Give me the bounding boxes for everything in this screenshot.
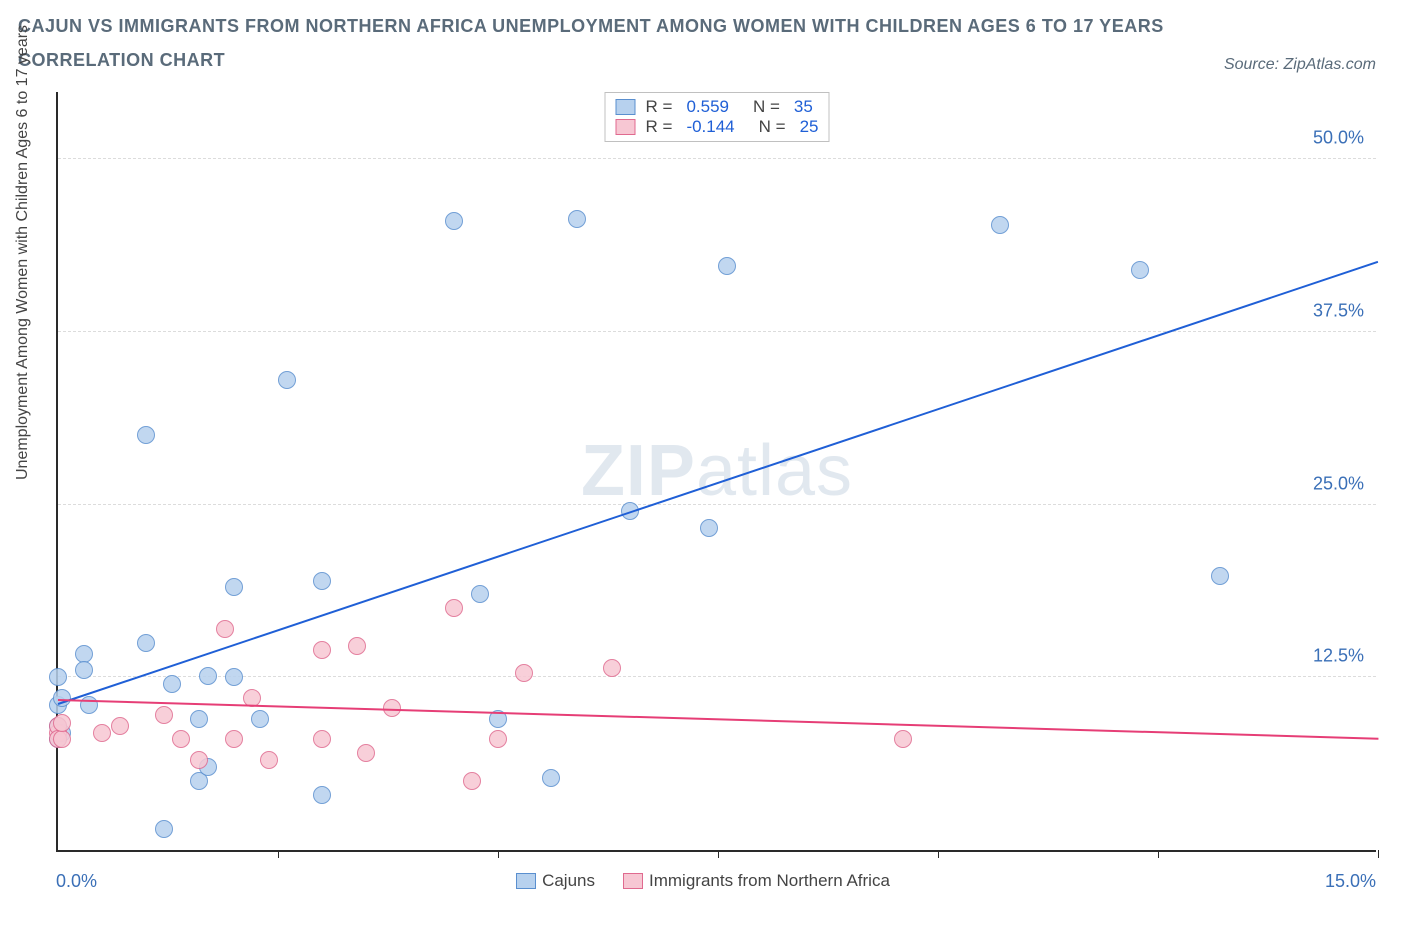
data-point	[216, 620, 234, 638]
stat-n-value: 25	[800, 117, 819, 137]
data-point	[225, 730, 243, 748]
data-point	[489, 730, 507, 748]
data-point	[1131, 261, 1149, 279]
data-point	[155, 820, 173, 838]
data-point	[172, 730, 190, 748]
data-point	[80, 696, 98, 714]
data-point	[75, 661, 93, 679]
source-attribution: Source: ZipAtlas.com	[1224, 56, 1376, 74]
chart-title-line2: CORRELATION CHART	[18, 50, 225, 71]
legend-label: Immigrants from Northern Africa	[649, 871, 890, 891]
data-point	[348, 637, 366, 655]
y-axis-label: Unemployment Among Women with Children A…	[14, 25, 32, 480]
data-point	[568, 210, 586, 228]
data-point	[53, 689, 71, 707]
x-tick	[278, 850, 279, 858]
data-point	[93, 724, 111, 742]
stat-n-label: N =	[753, 97, 780, 117]
data-point	[190, 751, 208, 769]
stat-r-label: R =	[646, 117, 673, 137]
stats-row: R = -0.144 N = 25	[616, 117, 819, 137]
series-swatch	[616, 119, 636, 135]
data-point	[313, 641, 331, 659]
stat-n-label: N =	[759, 117, 786, 137]
scatter-chart: ZIPatlas R = 0.559 N = 35 R = -0.144 N = 25 12.…	[56, 92, 1376, 852]
data-point	[155, 706, 173, 724]
trend-line	[58, 261, 1379, 705]
data-point	[471, 585, 489, 603]
data-point	[137, 634, 155, 652]
data-point	[53, 714, 71, 732]
data-point	[357, 744, 375, 762]
data-point	[199, 667, 217, 685]
data-point	[225, 668, 243, 686]
data-point	[260, 751, 278, 769]
data-point	[190, 710, 208, 728]
x-tick	[938, 850, 939, 858]
stat-r-value: -0.144	[686, 117, 734, 137]
series-swatch	[616, 99, 636, 115]
data-point	[991, 216, 1009, 234]
data-point	[278, 371, 296, 389]
gridline	[58, 504, 1376, 505]
data-point	[894, 730, 912, 748]
legend-label: Cajuns	[542, 871, 595, 891]
data-point	[718, 257, 736, 275]
legend: Cajuns Immigrants from Northern Africa	[0, 871, 1406, 894]
y-tick-label: 37.5%	[1313, 300, 1364, 321]
data-point	[542, 769, 560, 787]
data-point	[225, 578, 243, 596]
correlation-stats-box: R = 0.559 N = 35 R = -0.144 N = 25	[605, 92, 830, 142]
data-point	[700, 519, 718, 537]
data-point	[75, 645, 93, 663]
stat-n-value: 35	[794, 97, 813, 117]
y-tick-label: 50.0%	[1313, 128, 1364, 149]
gridline	[58, 676, 1376, 677]
data-point	[603, 659, 621, 677]
x-tick	[718, 850, 719, 858]
data-point	[53, 730, 71, 748]
data-point	[111, 717, 129, 735]
y-tick-label: 12.5%	[1313, 646, 1364, 667]
data-point	[445, 599, 463, 617]
data-point	[251, 710, 269, 728]
gridline	[58, 158, 1376, 159]
data-point	[445, 212, 463, 230]
legend-item: Immigrants from Northern Africa	[623, 871, 890, 891]
data-point	[313, 786, 331, 804]
data-point	[313, 572, 331, 590]
legend-swatch	[516, 873, 536, 889]
watermark: ZIPatlas	[581, 430, 853, 512]
data-point	[463, 772, 481, 790]
legend-swatch	[623, 873, 643, 889]
data-point	[137, 426, 155, 444]
x-tick	[1378, 850, 1379, 858]
data-point	[313, 730, 331, 748]
data-point	[515, 664, 533, 682]
stat-r-label: R =	[646, 97, 673, 117]
chart-title-line1: CAJUN VS IMMIGRANTS FROM NORTHERN AFRICA…	[18, 16, 1164, 37]
data-point	[1211, 567, 1229, 585]
y-tick-label: 25.0%	[1313, 473, 1364, 494]
x-tick	[498, 850, 499, 858]
stats-row: R = 0.559 N = 35	[616, 97, 819, 117]
stat-r-value: 0.559	[686, 97, 729, 117]
gridline	[58, 331, 1376, 332]
legend-item: Cajuns	[516, 871, 595, 891]
x-tick	[1158, 850, 1159, 858]
data-point	[49, 668, 67, 686]
data-point	[163, 675, 181, 693]
